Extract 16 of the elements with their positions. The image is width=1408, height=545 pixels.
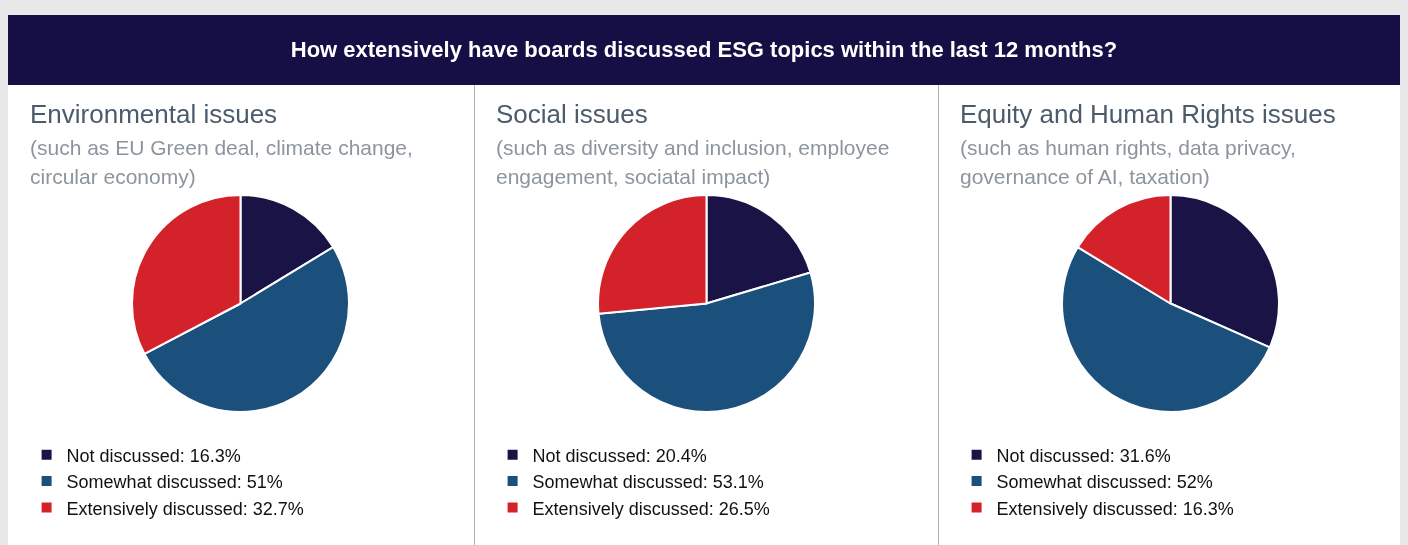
legend-label: Not discussed: 20.4% bbox=[532, 445, 707, 466]
legend-label: Extensively discussed: 32.7% bbox=[66, 498, 304, 519]
chart-subtitle: (such as diversity and inclusion, employee engagement, sociatal impact) bbox=[496, 135, 891, 190]
text: How extensively have boards discussed ESG topics within the last 12 months? bbox=[8, 15, 1400, 85]
chart-subtitle: (such as human rights, data privacy, governance of AI, taxation) bbox=[960, 135, 1297, 190]
legend-label: Extensively discussed: 16.3% bbox=[996, 498, 1234, 519]
chart-title: Social issues bbox=[496, 99, 648, 130]
chart-subtitle: (such as EU Green deal, climate change, circular economy) bbox=[30, 135, 414, 190]
chart-title: Environmental issues bbox=[30, 99, 278, 130]
legend-label: Extensively discussed: 26.5% bbox=[532, 498, 770, 519]
legend-label: Not discussed: 31.6% bbox=[996, 445, 1171, 466]
legend-label: Somewhat discussed: 51% bbox=[66, 472, 283, 493]
legend-label: Somewhat discussed: 53.1% bbox=[532, 472, 764, 493]
legend-label: Not discussed: 16.3% bbox=[66, 445, 241, 466]
legend-label: Somewhat discussed: 52% bbox=[996, 472, 1213, 493]
chart-title: Equity and Human Rights issues bbox=[960, 99, 1336, 130]
